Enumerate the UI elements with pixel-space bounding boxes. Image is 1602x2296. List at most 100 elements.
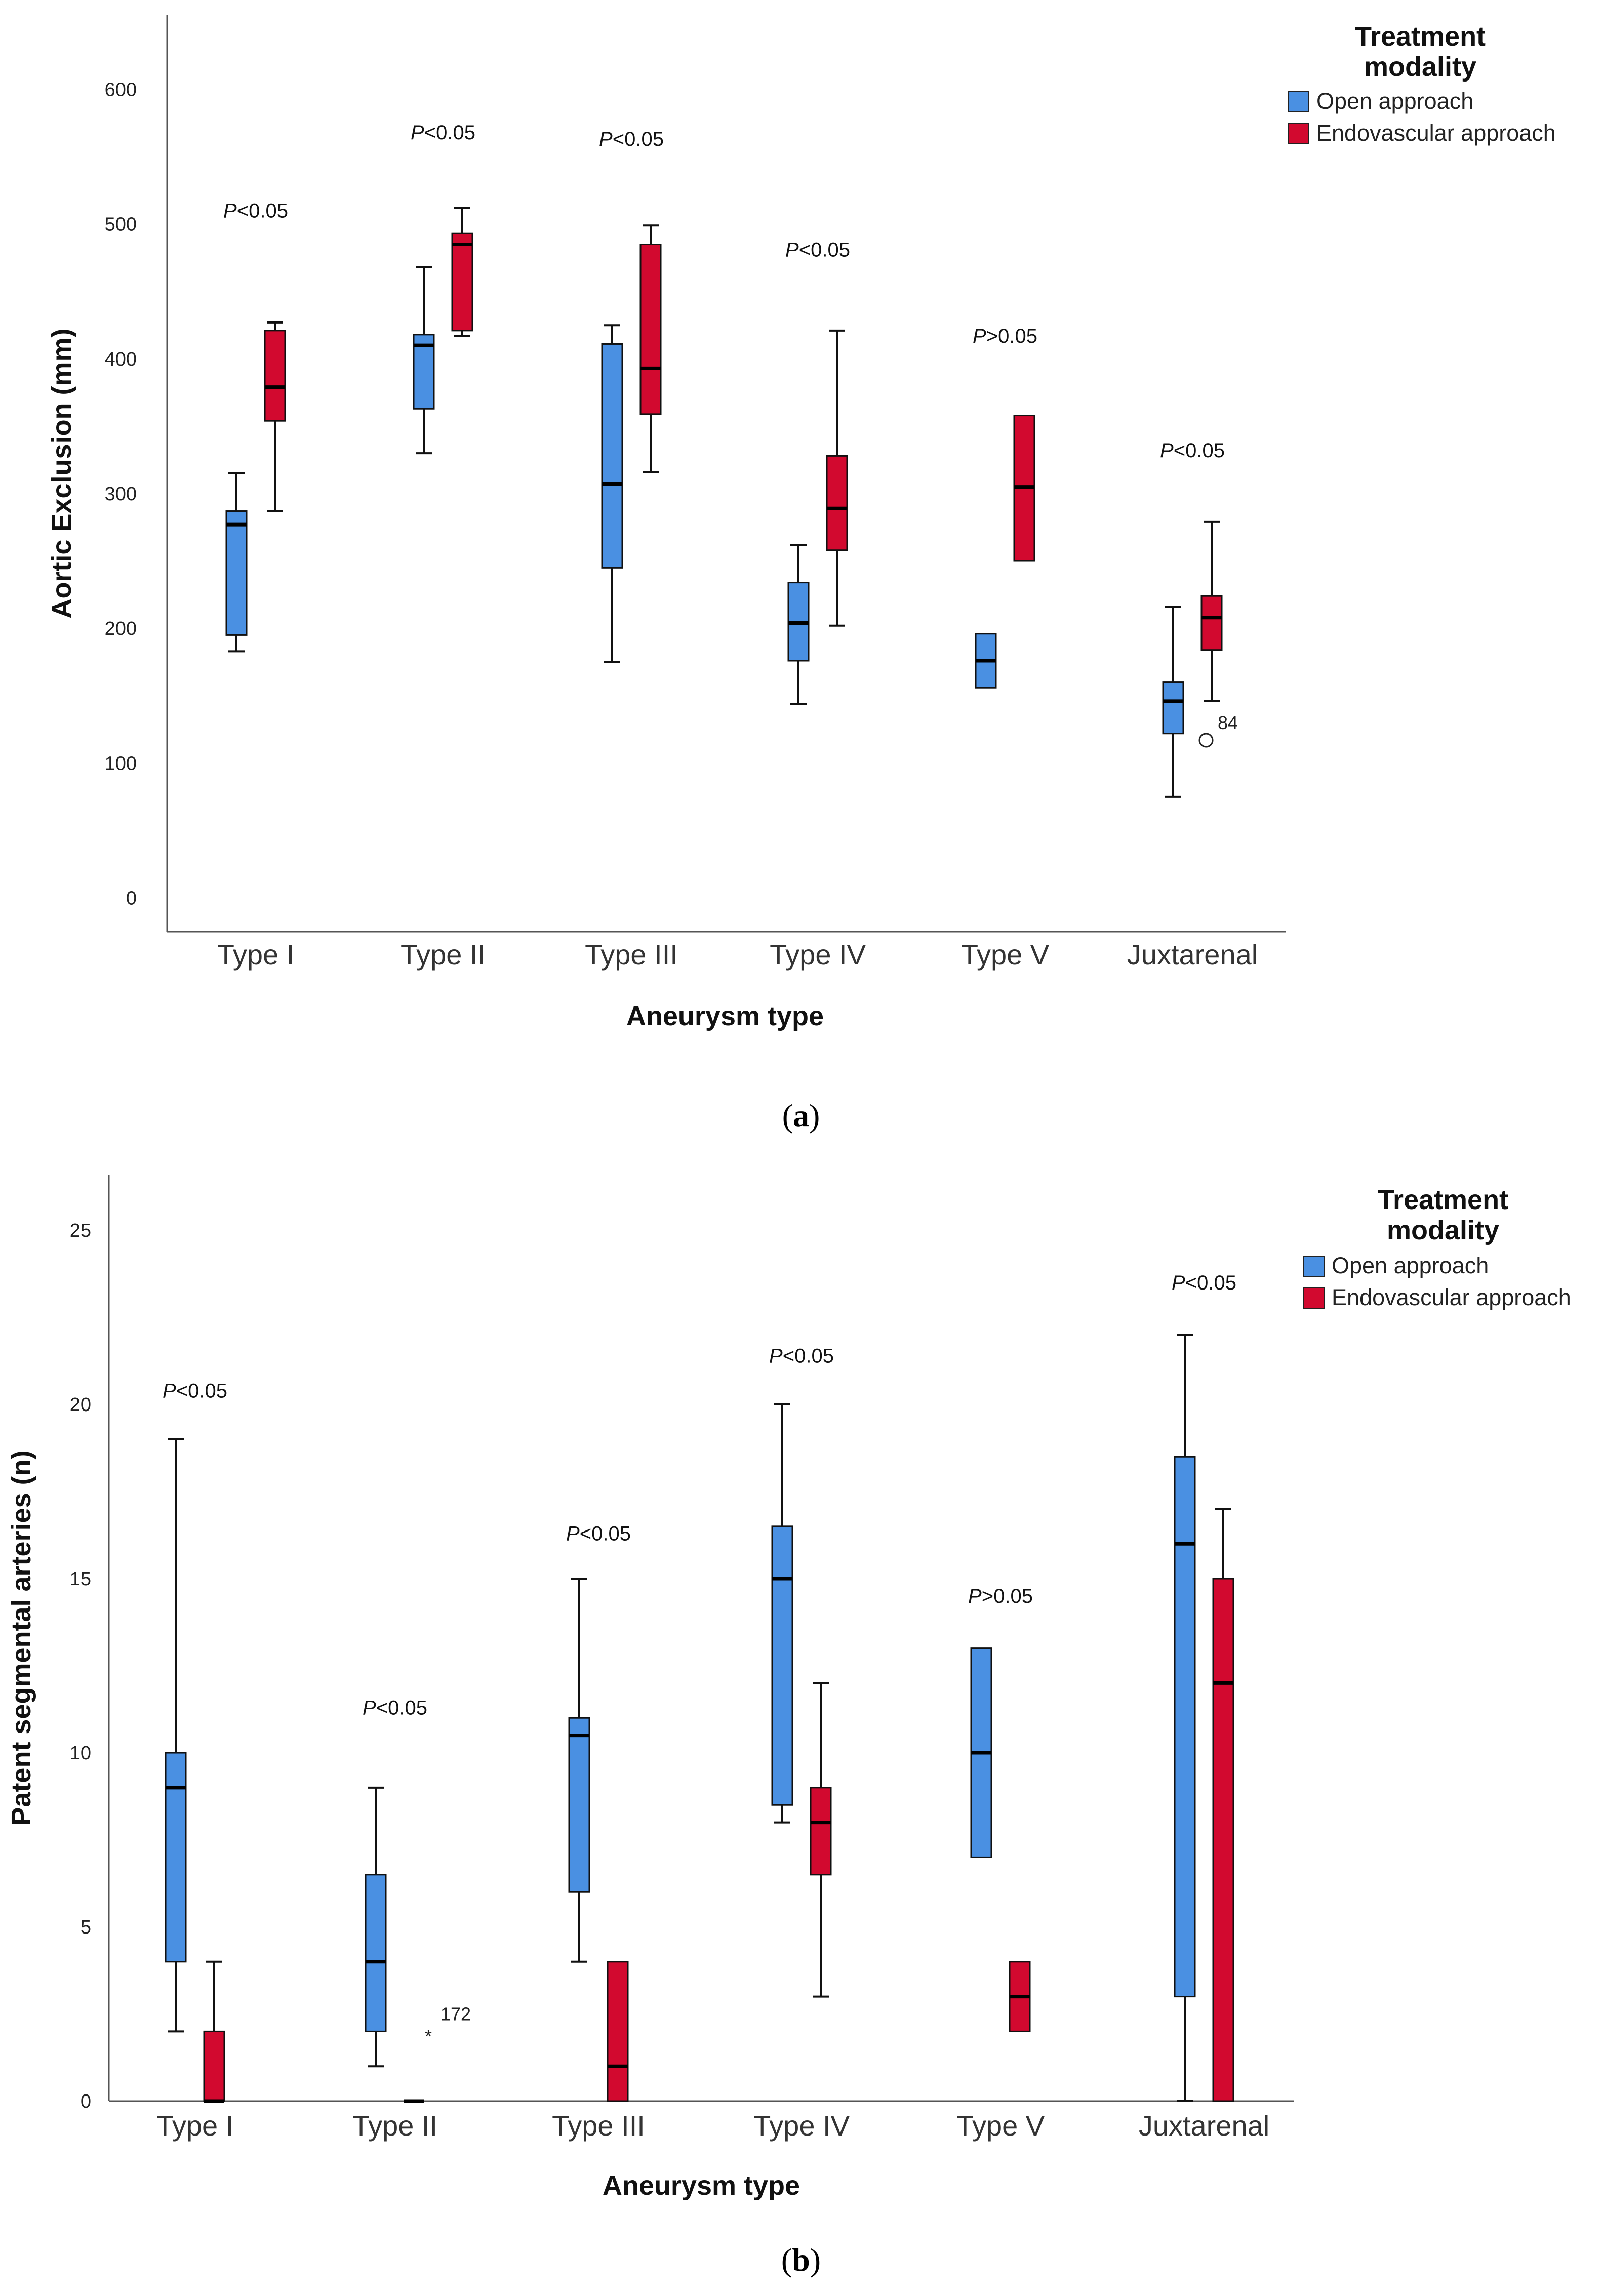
box-open-type-ii (365, 1786, 387, 2068)
box-iqr (607, 1961, 629, 2102)
box-open-type-i (225, 472, 248, 653)
y-tick-label: 0 (81, 2091, 91, 2112)
panel-a-chart: 0 100 200 300 400 500 600 Type I Type II Type III… (47, 15, 1556, 1134)
p-value-text: <0.05 (783, 1345, 834, 1367)
outlier-marker (1198, 733, 1214, 748)
y-tick-label: 5 (81, 1917, 91, 1938)
p-value-letter: P (411, 122, 424, 144)
y-tick-label: 25 (70, 1220, 91, 1241)
p-value-text: <0.05 (580, 1522, 631, 1545)
p-value-text: <0.05 (613, 128, 664, 150)
x-axis-label: Aneurysm type (603, 2170, 800, 2201)
p-value-text: <0.05 (1174, 439, 1225, 462)
box-endo-juxtarenal (1200, 520, 1223, 702)
p-value-text: <0.05 (376, 1697, 427, 1719)
p-value-text: <0.05 (424, 122, 475, 144)
panel-letter: a (793, 1098, 809, 1134)
p-value-juxtarenal: P<0.05 (1160, 439, 1225, 462)
box-endo-type-iii (607, 1961, 629, 2102)
p-value-type-ii: P<0.05 (363, 1697, 427, 1719)
y-tick-label: 15 (70, 1568, 91, 1590)
y-tick-label: 20 (70, 1394, 91, 1416)
box-open-type-iv (787, 544, 810, 705)
p-value-juxtarenal: P<0.05 (1172, 1272, 1236, 1294)
box-iqr (568, 1717, 590, 1893)
box-endo-type-i (264, 321, 286, 512)
y-tick-label: 200 (105, 618, 137, 639)
y-tick-label: 500 (105, 214, 137, 235)
p-value-letter: P (968, 1585, 982, 1607)
panel-label: (a) (782, 1098, 820, 1134)
p-value-letter: P (1172, 1272, 1185, 1294)
box-open-type-ii (413, 266, 435, 455)
y-tick-label: 0 (126, 888, 137, 909)
box-iqr (264, 330, 286, 422)
p-value-type-i: P<0.05 (223, 199, 288, 222)
legend-swatch-open (1288, 91, 1309, 112)
box-open-type-v (975, 633, 997, 689)
box-endo-type-v (1009, 1961, 1031, 2032)
p-value-text: <0.05 (237, 199, 288, 222)
box-endo-type-iv (826, 329, 848, 627)
legend-item-open: Open approach (1332, 1253, 1489, 1278)
p-value-type-iii: P<0.05 (566, 1522, 631, 1545)
box-iqr (826, 455, 848, 551)
y-tick-label: 600 (105, 79, 137, 100)
panel-letter: b (792, 2242, 810, 2278)
box-iqr (1200, 595, 1223, 651)
x-tick-label-juxtarenal: Juxtarenal (1139, 2110, 1269, 2142)
box-iqr (601, 343, 623, 569)
x-tick-label-juxtarenal: Juxtarenal (1127, 939, 1258, 971)
p-value-letter: P (566, 1522, 580, 1545)
panel-paren-open: ( (782, 1098, 793, 1134)
box-open-type-i (165, 1438, 187, 2033)
panel-label: (b) (781, 2242, 821, 2278)
x-axis-label: Aneurysm type (626, 1001, 824, 1031)
box-iqr (771, 1525, 793, 1806)
legend-item-endo: Endovascular approach (1316, 120, 1556, 146)
x-tick-label-type-iii: Type III (552, 2110, 645, 2142)
panel-paren-close: ) (810, 2242, 821, 2278)
outlier-label: 172 (440, 2003, 471, 2024)
x-tick-label-type-iv: Type IV (753, 2110, 850, 2142)
box-endo-type-i (203, 1960, 225, 2103)
panel-b-chart: 0 5 10 15 20 25 Type I Type II Type III Type IV Ty… (6, 1175, 1571, 2278)
p-value-type-iv: P<0.05 (785, 238, 850, 261)
box-open-juxtarenal (1174, 1334, 1196, 2102)
legend-swatch-endo (1303, 1287, 1325, 1309)
box-iqr (451, 232, 473, 332)
box-open-type-iii (568, 1578, 590, 1963)
legend-swatch-open (1303, 1256, 1325, 1277)
y-axis-label: Patent segmental arteries (n) (6, 1450, 36, 1825)
box-iqr (365, 1874, 387, 2032)
box-endo-type-iii (639, 224, 662, 473)
p-value-text: <0.05 (799, 238, 850, 261)
box-open-type-v (970, 1647, 992, 1858)
y-axis-label: Aortic Exclusion (mm) (47, 328, 77, 618)
box-iqr (1212, 1578, 1234, 2102)
legend-title-line1: Treatment (1355, 21, 1486, 52)
x-tick-label-type-ii: Type II (400, 939, 486, 971)
p-value-letter: P (1160, 439, 1174, 462)
p-value-type-v: P>0.05 (968, 1585, 1033, 1607)
box-endo-type-v (1013, 415, 1035, 562)
p-value-letter: P (973, 325, 986, 347)
box-open-juxtarenal (1162, 606, 1184, 798)
legend-item-endo: Endovascular approach (1332, 1284, 1571, 1310)
p-value-type-v: P>0.05 (973, 325, 1037, 347)
box-iqr (639, 244, 662, 415)
outlier-marker: * (425, 2026, 432, 2046)
p-value-letter: P (769, 1345, 783, 1367)
y-tick-label: 400 (105, 349, 137, 370)
p-value-type-iii: P<0.05 (599, 128, 664, 150)
p-value-type-ii: P<0.05 (411, 122, 475, 144)
p-value-letter: P (599, 128, 613, 150)
box-endo-type-ii (451, 207, 473, 337)
legend-item-open: Open approach (1316, 88, 1473, 114)
box-open-type-iv (771, 1403, 793, 1824)
p-value-type-i: P<0.05 (163, 1380, 227, 1402)
p-value-text: <0.05 (1185, 1272, 1236, 1294)
